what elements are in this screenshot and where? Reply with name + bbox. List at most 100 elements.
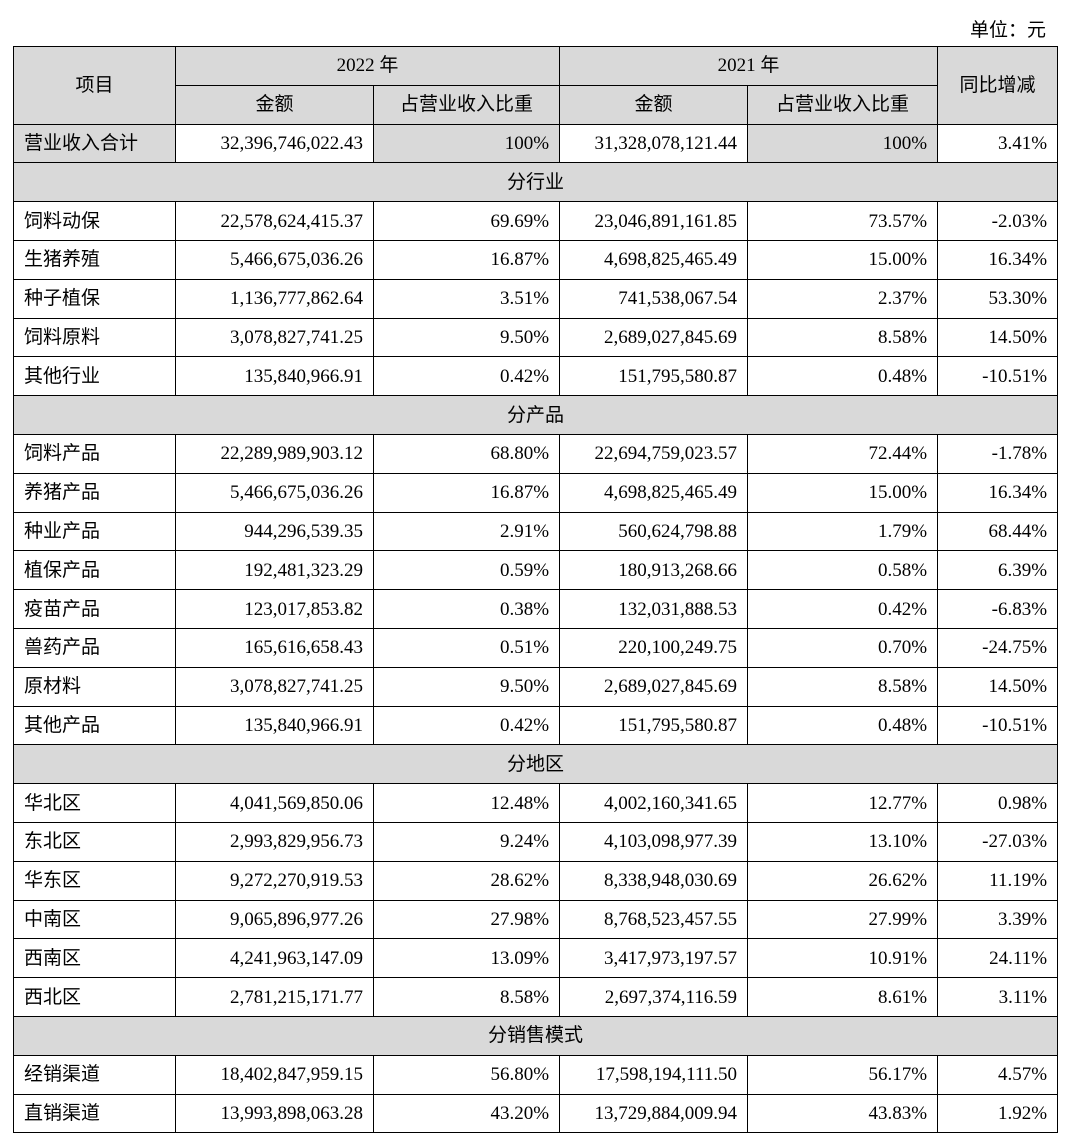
- data-cell: 4.57%: [937, 1054, 1059, 1095]
- data-cell: 0.59%: [372, 550, 561, 591]
- data-cell: 944,296,539.35: [175, 511, 374, 552]
- data-cell: 0.58%: [747, 550, 939, 591]
- section-title: 分产品: [12, 395, 1059, 435]
- data-cell: -6.83%: [937, 589, 1059, 629]
- row-label: 中南区: [13, 899, 176, 940]
- data-cell: 3,078,827,741.25: [175, 666, 374, 707]
- data-cell: 151,795,580.87: [559, 356, 749, 397]
- data-cell: 16.87%: [372, 239, 561, 280]
- header-cell: 2021 年: [559, 46, 939, 86]
- data-cell: 2,689,027,845.69: [559, 317, 749, 358]
- header-cell: 金额: [175, 84, 374, 125]
- row-label: 饲料原料: [13, 317, 176, 358]
- table-row: 营业收入合计 32,396,746,022.43 100% 31,328,078,12…: [13, 123, 1059, 164]
- data-cell: 56.80%: [372, 1054, 561, 1095]
- data-cell: 0.42%: [747, 589, 939, 629]
- row-label: 其他行业: [13, 356, 176, 397]
- data-cell: 68.80%: [372, 433, 561, 474]
- table-row: 直销渠道 13,993,898,063.28 43.20% 13,729,884,00…: [13, 1093, 1059, 1134]
- data-cell: 8,768,523,457.55: [559, 899, 749, 940]
- data-cell: -10.51%: [937, 356, 1059, 397]
- row-label: 东北区: [13, 821, 176, 862]
- data-cell: 10.91%: [747, 938, 939, 979]
- data-cell: 5,466,675,036.26: [175, 239, 374, 280]
- row-label: 西南区: [13, 938, 176, 979]
- header-cell: 金额: [559, 84, 749, 125]
- unit-label: 单位：元: [969, 20, 1046, 41]
- data-cell: 0.51%: [372, 627, 561, 668]
- section-title: 分销售模式: [12, 1015, 1059, 1056]
- table-row: 植保产品 192,481,323.29 0.59% 180,913,268.66 0.5…: [13, 550, 1059, 591]
- data-cell: 4,241,963,147.09: [175, 938, 374, 979]
- row-label: 生猪养殖: [13, 239, 176, 280]
- row-label: 种子植保: [13, 278, 176, 319]
- data-cell: 13,993,898,063.28: [175, 1093, 374, 1134]
- data-cell: 43.20%: [372, 1093, 561, 1134]
- table-row: 兽药产品 165,616,658.43 0.51% 220,100,249.75 0.7…: [13, 627, 1059, 668]
- table-row: 华北区 4,041,569,850.06 12.48% 4,002,160,341.6…: [13, 783, 1059, 823]
- data-cell: 165,616,658.43: [175, 627, 374, 668]
- table-row: 养猪产品 5,466,675,036.26 16.87% 4,698,825,465.…: [13, 472, 1059, 513]
- data-cell: 100%: [372, 123, 561, 164]
- data-cell: 0.42%: [372, 705, 561, 746]
- data-cell: 69.69%: [372, 201, 561, 241]
- data-cell: 2,689,027,845.69: [559, 666, 749, 707]
- data-cell: 16.34%: [937, 239, 1059, 280]
- row-label: 其他产品: [13, 705, 176, 746]
- data-cell: 2.37%: [747, 278, 939, 319]
- data-cell: 9,065,896,977.26: [175, 899, 374, 940]
- data-cell: 2.91%: [372, 511, 561, 552]
- data-cell: 28.62%: [372, 860, 561, 901]
- data-cell: 1.92%: [937, 1093, 1059, 1134]
- data-cell: 9.24%: [372, 821, 561, 862]
- data-cell: 2,697,374,116.59: [559, 977, 749, 1017]
- header-cell: 占营业收入比重: [372, 84, 561, 125]
- data-cell: 3.41%: [937, 123, 1059, 164]
- data-cell: 8.58%: [747, 317, 939, 358]
- table-row: 饲料产品 22,289,989,903.12 68.80% 22,694,759,02…: [13, 433, 1059, 474]
- data-cell: 132,031,888.53: [559, 589, 749, 629]
- data-cell: 0.70%: [747, 627, 939, 668]
- data-cell: 24.11%: [937, 938, 1059, 979]
- data-cell: 32,396,746,022.43: [175, 123, 374, 164]
- data-cell: 16.34%: [937, 472, 1059, 513]
- section-title: 分地区: [12, 744, 1059, 785]
- table-row: 经销渠道 18,402,847,959.15 56.80% 17,598,194,11…: [13, 1054, 1059, 1095]
- row-label: 经销渠道: [13, 1054, 176, 1095]
- table-row: 西南区 4,241,963,147.09 13.09% 3,417,973,197.5…: [13, 938, 1059, 979]
- data-cell: 13.09%: [372, 938, 561, 979]
- data-cell: 17,598,194,111.50: [559, 1054, 749, 1095]
- data-cell: 135,840,966.91: [175, 705, 374, 746]
- header-cell: 项目: [13, 46, 176, 125]
- table-row: 项目 2022 年 2021 年同比增减: [13, 46, 1059, 125]
- data-cell: 100%: [747, 123, 939, 164]
- data-cell: 15.00%: [747, 239, 939, 280]
- data-cell: 180,913,268.66: [559, 550, 749, 591]
- header-cell: 同比增减: [937, 46, 1059, 125]
- table-row: 中南区 9,065,896,977.26 27.98% 8,768,523,457.5…: [13, 899, 1059, 940]
- data-cell: 27.98%: [372, 899, 561, 940]
- data-cell: -2.03%: [937, 201, 1059, 241]
- data-cell: 4,002,160,341.65: [559, 783, 749, 823]
- row-label: 种业产品: [13, 511, 176, 552]
- data-cell: 22,289,989,903.12: [175, 433, 374, 474]
- data-cell: 11.19%: [937, 860, 1059, 901]
- data-cell: 220,100,249.75: [559, 627, 749, 668]
- data-cell: 4,698,825,465.49: [559, 472, 749, 513]
- table-row: 种业产品 944,296,539.35 2.91% 560,624,798.88 1.7…: [13, 511, 1059, 552]
- data-cell: 22,578,624,415.37: [175, 201, 374, 241]
- table-row: 原材料 3,078,827,741.25 9.50% 2,689,027,845.69…: [13, 666, 1059, 707]
- row-label: 兽药产品: [13, 627, 176, 668]
- data-cell: 1.79%: [747, 511, 939, 552]
- table-row: 种子植保 1,136,777,862.64 3.51% 741,538,067.54 2…: [13, 278, 1059, 319]
- data-cell: 3.51%: [372, 278, 561, 319]
- row-label: 华北区: [13, 783, 176, 823]
- data-cell: 192,481,323.29: [175, 550, 374, 591]
- data-cell: 73.57%: [747, 201, 939, 241]
- row-label: 西北区: [13, 977, 176, 1017]
- data-cell: 8.61%: [747, 977, 939, 1017]
- row-label: 植保产品: [13, 550, 176, 591]
- table-row: 华东区 9,272,270,919.53 28.62% 8,338,948,030.6…: [13, 860, 1059, 901]
